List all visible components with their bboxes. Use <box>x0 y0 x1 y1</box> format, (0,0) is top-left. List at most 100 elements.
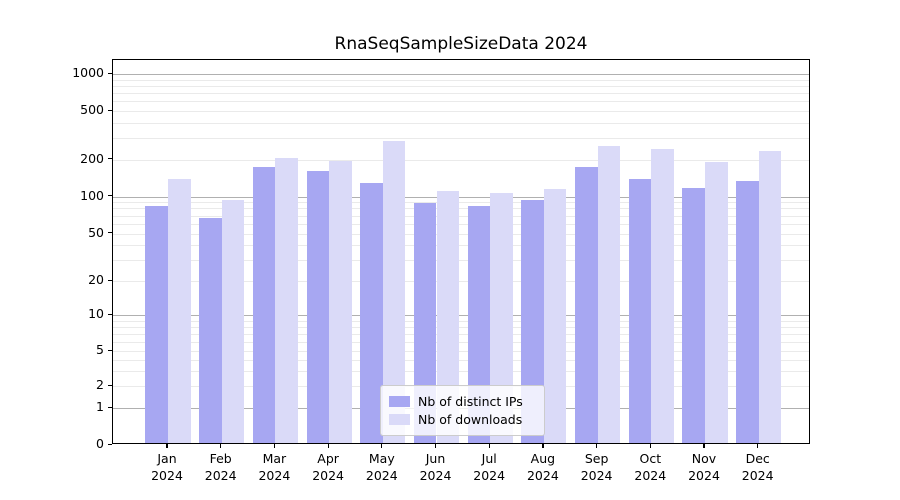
x-tick-label: Feb 2024 <box>204 451 237 483</box>
x-tick-label: Nov 2024 <box>688 451 720 483</box>
gridline-minor <box>113 93 809 94</box>
y-tick-label: 0 <box>96 436 104 451</box>
legend-item-distinct-ips: Nb of distinct IPs <box>389 393 536 409</box>
x-tick-label: Apr 2024 <box>312 451 344 483</box>
gridline-minor <box>113 326 809 328</box>
y-tick-mark <box>108 72 112 74</box>
gridline-minor <box>113 111 809 112</box>
legend-item-downloads: Nb of downloads <box>389 411 536 427</box>
bar-aug-distinct-ips <box>521 200 544 443</box>
x-tick-mark <box>273 444 276 448</box>
gridline-minor <box>113 101 809 103</box>
bar-nov-downloads <box>705 162 728 443</box>
bar-mar-distinct-ips <box>252 166 276 443</box>
y-tick-label: 200 <box>80 150 104 166</box>
gridline-minor <box>113 215 809 217</box>
x-tick-mark <box>166 444 168 448</box>
bar-may-distinct-ips <box>360 182 383 443</box>
bar-aug-downloads <box>543 189 567 443</box>
x-tick-mark <box>327 444 329 448</box>
bar-apr-distinct-ips <box>306 171 330 443</box>
legend-label-distinct-ips: Nb of distinct IPs <box>418 393 523 409</box>
y-tick-mark <box>108 158 112 160</box>
y-tick-mark <box>108 195 112 197</box>
x-tick-mark <box>220 444 222 448</box>
bar-feb-distinct-ips <box>199 217 222 443</box>
x-tick-mark <box>596 444 598 448</box>
gridline-minor <box>113 370 809 372</box>
x-tick-mark <box>488 444 490 448</box>
gridline-minor <box>113 260 809 261</box>
legend-swatch-distinct-ips <box>389 395 410 407</box>
gridline-major <box>113 74 809 75</box>
gridline-minor <box>113 320 809 322</box>
gridline-minor <box>113 245 809 247</box>
legend-label-downloads: Nb of downloads <box>418 411 523 427</box>
gridline-minor <box>113 341 809 343</box>
bar-may-downloads <box>382 141 406 443</box>
y-tick-label: 5 <box>96 342 104 357</box>
bar-jul-downloads <box>490 193 513 443</box>
bar-mar-downloads <box>275 157 298 443</box>
bar-dec-distinct-ips <box>736 181 759 443</box>
bar-sep-downloads <box>597 146 621 443</box>
x-tick-label: Jul 2024 <box>473 451 506 483</box>
y-tick-mark <box>108 443 112 445</box>
gridline-minor <box>113 85 809 87</box>
y-tick-mark <box>108 109 112 111</box>
x-tick-mark <box>757 444 759 448</box>
bar-feb-downloads <box>221 199 245 443</box>
y-tick-mark <box>108 279 112 281</box>
y-tick-mark <box>108 313 112 315</box>
gridline-major <box>113 315 809 316</box>
bar-jun-distinct-ips <box>413 202 437 443</box>
bar-nov-distinct-ips <box>682 187 705 443</box>
gridline-minor <box>113 233 809 235</box>
x-tick-label: Jun 2024 <box>419 451 452 483</box>
bar-dec-downloads <box>758 150 782 443</box>
y-tick-mark <box>108 384 112 386</box>
bar-jan-downloads <box>168 179 191 443</box>
gridline-minor <box>113 281 809 282</box>
y-tick-label: 10 <box>88 306 104 321</box>
bar-oct-downloads <box>651 149 674 443</box>
y-tick-label: 20 <box>88 272 104 287</box>
gridline-minor <box>113 138 809 139</box>
x-tick-label: Dec 2024 <box>741 451 774 483</box>
x-tick-label: May 2024 <box>365 451 398 483</box>
bar-jan-distinct-ips <box>145 206 168 443</box>
gridline-minor <box>113 223 809 225</box>
x-tick-mark <box>649 444 651 448</box>
bar-jul-distinct-ips <box>467 206 491 443</box>
gridline-minor <box>113 359 809 361</box>
y-tick-mark <box>108 406 112 408</box>
bar-oct-distinct-ips <box>628 178 652 443</box>
y-tick-label: 1 <box>96 399 104 414</box>
y-tick-mark <box>108 232 112 234</box>
gridline-major <box>113 196 809 198</box>
y-tick-label: 1000 <box>72 65 104 80</box>
y-tick-mark <box>108 349 112 351</box>
gridline-minor <box>113 159 809 161</box>
gridline-minor <box>113 122 809 124</box>
gridline-minor <box>113 79 809 81</box>
y-tick-label: 500 <box>80 102 104 117</box>
x-tick-label: Aug 2024 <box>526 451 559 483</box>
y-tick-label: 2 <box>96 377 104 392</box>
gridline-minor <box>113 208 809 210</box>
legend-swatch-downloads <box>389 413 410 425</box>
y-tick-label: 100 <box>80 187 104 203</box>
legend: Nb of distinct IPs Nb of downloads <box>380 385 545 436</box>
chart-title: RnaSeqSampleSizeData 2024 <box>334 34 588 54</box>
x-tick-mark <box>703 444 705 448</box>
gridline-minor <box>113 333 809 335</box>
x-tick-label: Sep 2024 <box>580 451 613 483</box>
bar-apr-downloads <box>329 161 352 443</box>
bar-sep-distinct-ips <box>575 167 598 443</box>
y-tick-label: 50 <box>88 224 104 240</box>
x-tick-mark <box>542 444 544 448</box>
bar-jun-downloads <box>436 190 460 443</box>
x-tick-label: Mar 2024 <box>258 451 291 483</box>
gridline-minor <box>113 202 809 204</box>
x-tick-mark <box>381 444 383 448</box>
